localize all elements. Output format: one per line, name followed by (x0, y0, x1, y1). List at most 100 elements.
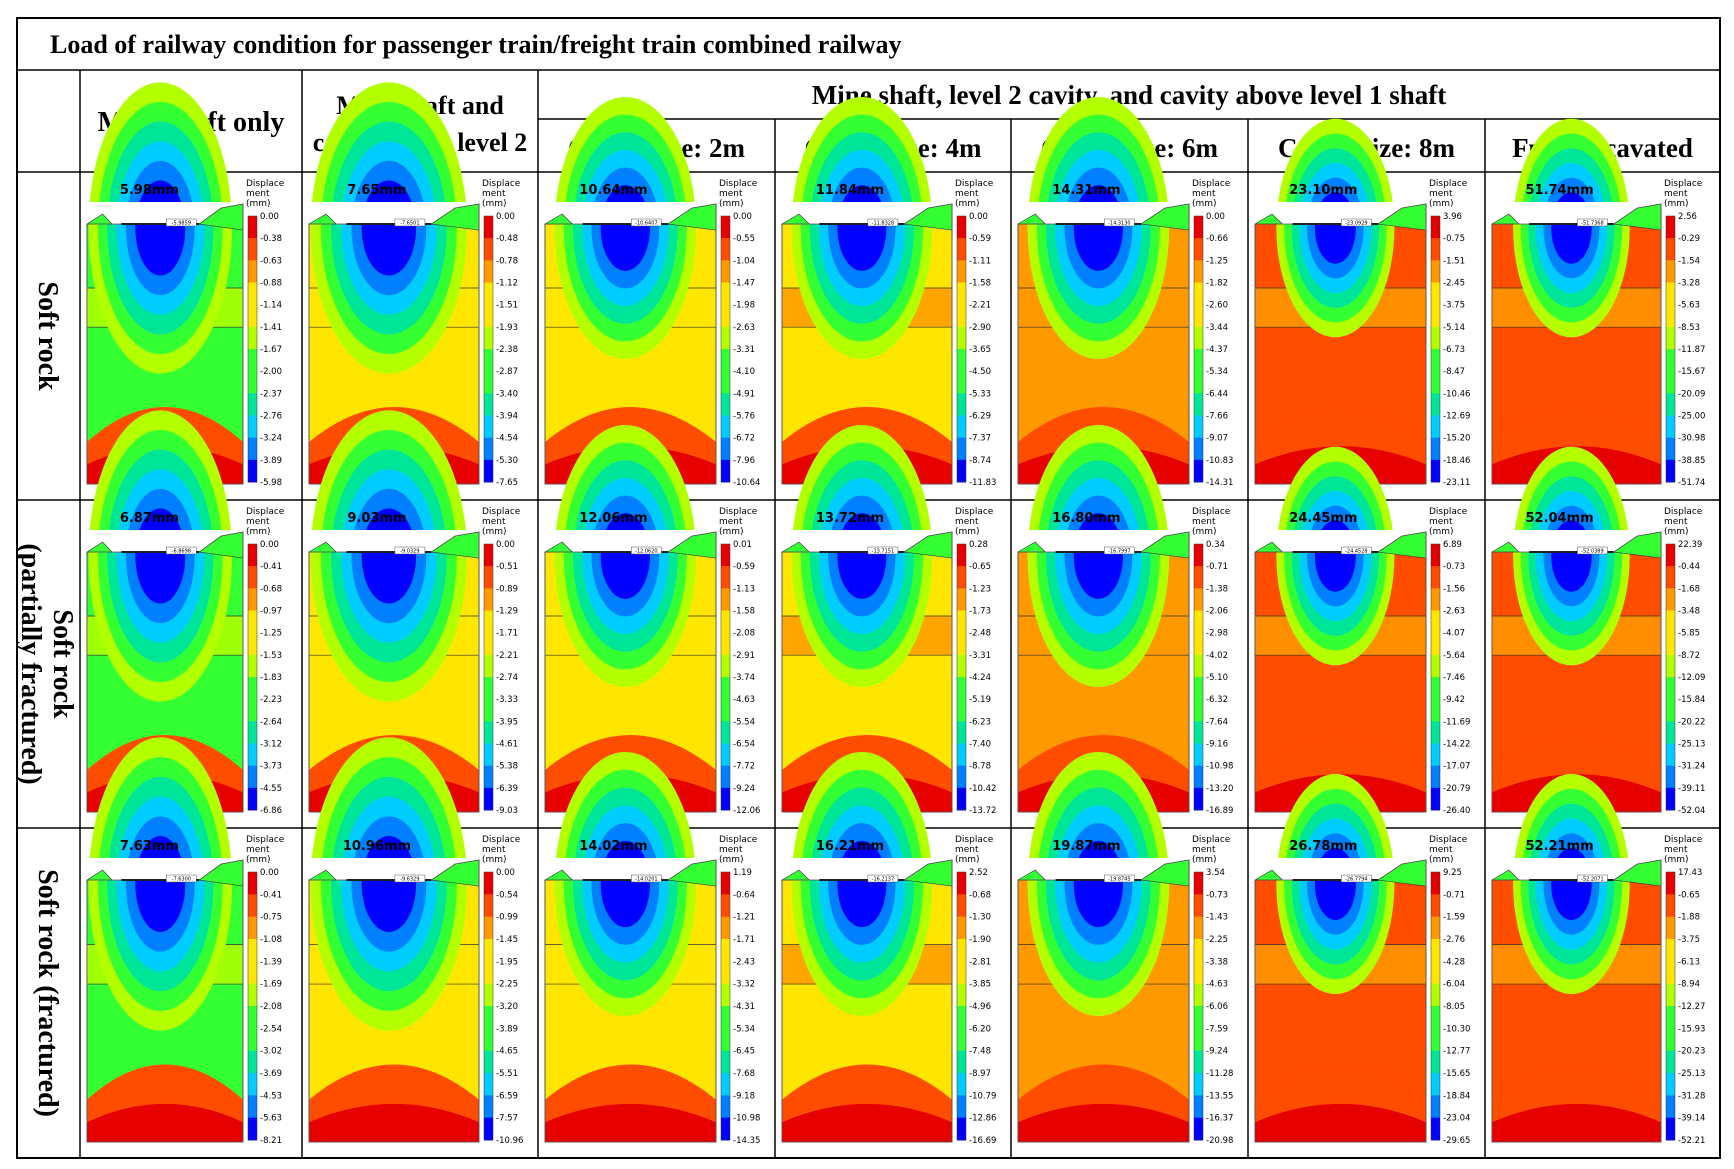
legend-value: -16.69 (969, 1136, 996, 1146)
legend-title: (mm) (1664, 527, 1689, 537)
legend-swatch (721, 743, 730, 767)
table-border (16, 17, 1721, 1159)
legend-swatch (721, 260, 730, 283)
max-tag: -19.8745 (1108, 877, 1130, 883)
legend-swatch (1431, 304, 1440, 328)
legend-value: -1.56 (1443, 584, 1465, 594)
legend-value: -10.83 (1206, 456, 1233, 466)
legend-swatch (484, 939, 493, 962)
legend-swatch (1666, 371, 1675, 394)
legend-value: -10.79 (969, 1091, 996, 1101)
max-displacement-label: 5.98mm (120, 183, 179, 198)
legend-value: -38.85 (1678, 456, 1705, 466)
legend-title: (mm) (1664, 199, 1689, 209)
legend-title: (mm) (955, 855, 980, 865)
max-displacement-label: 26.78mm (1289, 839, 1357, 854)
legend-value: -1.45 (496, 935, 518, 945)
legend-value: -2.54 (260, 1024, 282, 1034)
sky-mask (1492, 202, 1661, 224)
legend-value: -6.72 (733, 434, 755, 444)
legend-value: -2.76 (260, 412, 282, 422)
legend-value: 22.39 (1678, 540, 1702, 550)
legend-value: 2.56 (1678, 212, 1697, 222)
legend-value: 0.00 (260, 868, 279, 878)
legend-swatch (957, 939, 966, 962)
max-tag-box (867, 874, 899, 883)
legend-swatch (1431, 721, 1440, 744)
legend-swatch (957, 610, 966, 634)
legend-title: (mm) (246, 527, 271, 537)
legend-swatch (721, 983, 730, 1007)
legend-swatch (1666, 1050, 1675, 1074)
legend-swatch (1194, 1050, 1203, 1074)
contour-model: -12.0620 (543, 424, 717, 813)
contour-model: -24.4528 (1253, 446, 1427, 813)
legend-swatch (484, 371, 493, 394)
legend-swatch (248, 1117, 257, 1141)
legend-value: -2.64 (260, 717, 282, 727)
legend-swatch (721, 588, 730, 611)
legend-value: -7.46 (1443, 673, 1465, 683)
legend-value: -16.89 (1206, 806, 1233, 816)
legend-value: -1.41 (260, 323, 282, 333)
legend-swatch (248, 326, 257, 350)
legend-value: -4.63 (1206, 980, 1228, 990)
legend-value: 0.34 (1206, 540, 1225, 550)
legend-swatch (1666, 983, 1675, 1007)
legend-swatch (957, 588, 966, 611)
legend-value: -4.28 (1443, 957, 1465, 967)
legend-value: -52.21 (1678, 1136, 1705, 1146)
legend-value: -4.07 (1443, 629, 1465, 639)
sky-mask (782, 858, 952, 880)
legend-swatch (957, 415, 966, 439)
legend-swatch (957, 677, 966, 700)
legend-value: -7.37 (969, 434, 991, 444)
legend-value: -2.25 (496, 980, 518, 990)
legend-swatch (1666, 743, 1675, 767)
legend-value: -3.65 (969, 345, 991, 355)
legend-value: -10.98 (733, 1114, 760, 1124)
legend-value: -6.39 (496, 784, 518, 794)
legend-value: -8.94 (1678, 980, 1700, 990)
legend-value: -2.90 (969, 323, 991, 333)
legend-swatch (1194, 699, 1203, 722)
legend-swatch (1431, 544, 1440, 567)
legend-title: Displace (1664, 835, 1703, 845)
legend-value: -10.64 (733, 478, 760, 488)
legend-value: -3.95 (496, 717, 518, 727)
legend-value: -4.37 (1206, 345, 1228, 355)
max-tag: -23.0929 (1345, 221, 1367, 227)
legend-value: -2.87 (496, 367, 518, 377)
max-tag-box (1577, 546, 1608, 555)
legend-title: Displace (719, 179, 758, 189)
legend-swatch (1194, 349, 1203, 372)
legend-value: -1.21 (733, 913, 755, 923)
model-outline (544, 859, 717, 1143)
legend-swatch (1431, 699, 1440, 722)
legend-value: -5.85 (1678, 629, 1700, 639)
legend-swatch (1431, 961, 1440, 985)
legend-swatch (957, 1095, 966, 1119)
legend-swatch (1431, 216, 1440, 239)
legend-frame (1430, 543, 1441, 811)
legend-swatch (721, 787, 730, 811)
max-displacement-label: 16.80mm (1052, 511, 1120, 526)
legend-value: -2.63 (733, 323, 755, 333)
legend-value: -2.06 (1206, 607, 1228, 617)
legend-value: -8.74 (969, 456, 991, 466)
max-tag-box (1577, 874, 1608, 883)
legend-value: -4.50 (969, 367, 991, 377)
legend-swatch (1666, 721, 1675, 744)
max-tag-box (1104, 546, 1135, 555)
legend-value: -5.63 (1678, 301, 1700, 311)
legend-swatch (1431, 588, 1440, 611)
legend-value: -2.23 (260, 695, 282, 705)
legend-value: -12.86 (969, 1114, 996, 1124)
